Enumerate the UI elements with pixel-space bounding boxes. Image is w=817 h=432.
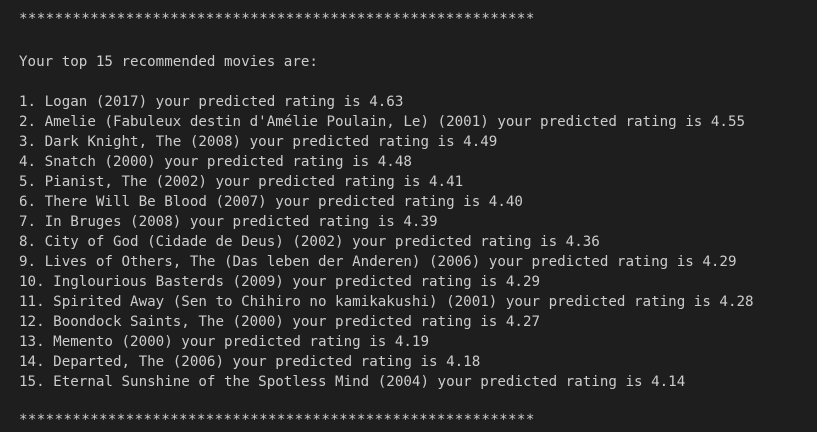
recommendation-line: 10. Inglourious Basterds (2009) your pre…	[19, 274, 541, 290]
recommendation-line: 12. Boondock Saints, The (2000) your pre…	[19, 314, 541, 330]
separator-top: ****************************************…	[19, 11, 535, 27]
recommendation-line: 4. Snatch (2000) your predicted rating i…	[19, 154, 412, 170]
recommendation-line: 13. Memento (2000) your predicted rating…	[19, 334, 429, 350]
recommendation-line: 7. In Bruges (2008) your predicted ratin…	[19, 214, 438, 230]
recommendation-line: 5. Pianist, The (2002) your predicted ra…	[19, 174, 464, 190]
recommendation-line: 9. Lives of Others, The (Das leben der A…	[19, 254, 737, 270]
recommendation-line: 8. City of God (Cidade de Deus) (2002) y…	[19, 234, 600, 250]
recommendations-heading: Your top 15 recommended movies are:	[19, 54, 318, 70]
recommendation-line: 15. Eternal Sunshine of the Spotless Min…	[19, 374, 686, 390]
recommendation-line: 11. Spirited Away (Sen to Chihiro no kam…	[19, 294, 754, 310]
recommendation-line: 14. Departed, The (2006) your predicted …	[19, 354, 481, 370]
recommendation-line: 1. Logan (2017) your predicted rating is…	[19, 94, 404, 110]
recommendation-line: 2. Amelie (Fabuleux destin d'Amélie Poul…	[19, 114, 746, 130]
separator-bottom: ****************************************…	[19, 412, 535, 428]
recommendation-line: 3. Dark Knight, The (2008) your predicte…	[19, 134, 498, 150]
recommendation-line: 6. There Will Be Blood (2007) your predi…	[19, 194, 523, 210]
